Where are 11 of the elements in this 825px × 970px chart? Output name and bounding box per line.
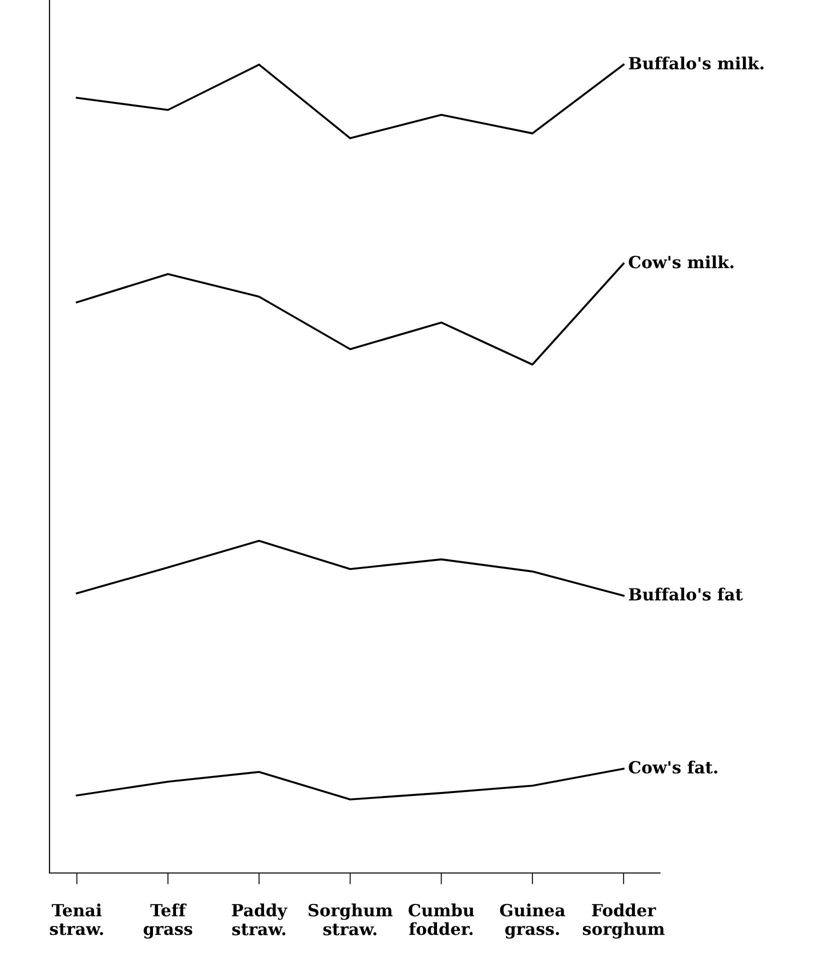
x-tick-label: Guinea grass. xyxy=(500,904,566,939)
x-tick-label: Fodder sorghum xyxy=(582,904,665,939)
x-tick-label: Teff grass xyxy=(144,904,192,939)
x-tick-label: Cumbu fodder. xyxy=(408,904,474,936)
x-tick-label: Sorghum straw. xyxy=(308,904,393,936)
x-tick-label: Paddy straw. xyxy=(232,904,288,936)
series-label: Cow's milk. xyxy=(628,255,734,268)
series-label: Buffalo's milk. xyxy=(628,56,764,70)
series-label: Buffalo's fat xyxy=(628,588,743,601)
series-label: Cow's fat. xyxy=(628,760,718,774)
x-tick-label: Tenai straw. xyxy=(50,904,104,936)
